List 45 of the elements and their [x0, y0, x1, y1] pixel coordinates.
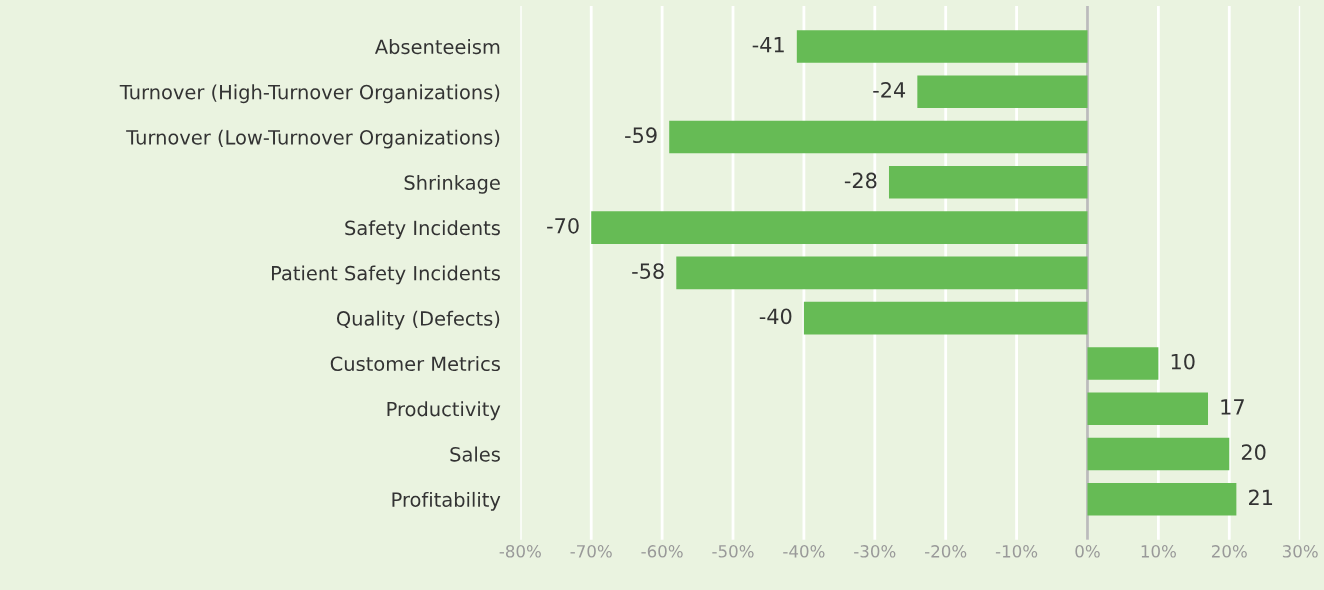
bar	[888, 166, 1088, 199]
y-tick-label: Sales	[450, 446, 500, 462]
bar	[1087, 392, 1209, 426]
data-label: -59	[625, 127, 657, 144]
y-tick-label: Safety Incidents	[345, 220, 500, 240]
x-tick-label: -50%	[712, 545, 754, 558]
x-tick-label: 10%	[1141, 545, 1176, 558]
bar	[803, 301, 1088, 335]
x-tick-label: -30%	[854, 545, 896, 558]
bar	[1087, 437, 1230, 471]
y-tick-label: Shrinkage	[404, 174, 500, 194]
x-tick-label: -40%	[783, 545, 825, 558]
bar	[669, 120, 1088, 154]
data-label: 21	[1249, 489, 1273, 506]
y-tick-label: Turnover (Low-Turnover Organizations)	[126, 129, 500, 149]
bar	[1087, 482, 1237, 516]
x-tick-label: -10%	[995, 545, 1038, 558]
data-label: -40	[759, 308, 792, 325]
y-tick-label: Absenteeism	[374, 39, 500, 55]
x-tick-label: 30%	[1282, 545, 1318, 558]
x-tick-label: 0%	[1075, 545, 1100, 558]
y-tick-label: Quality (Defects)	[336, 310, 500, 330]
x-tick-label: -60%	[641, 545, 683, 558]
data-label: 17	[1221, 399, 1244, 415]
data-label: -41	[752, 37, 784, 53]
bar	[591, 211, 1088, 244]
y-tick-label: Profitability	[392, 491, 501, 511]
y-tick-label: Productivity	[387, 401, 501, 421]
bar	[1087, 347, 1159, 380]
data-label: -28	[844, 172, 877, 189]
data-label: -24	[873, 82, 906, 98]
x-tick-label: -80%	[499, 545, 541, 558]
y-tick-label: Patient Safety Incidents	[272, 265, 500, 285]
data-label: -58	[632, 263, 664, 279]
data-label: 20	[1241, 444, 1266, 461]
data-label: -70	[547, 217, 579, 234]
x-tick-label: -20%	[924, 545, 967, 558]
data-label: 10	[1171, 353, 1195, 370]
bar	[917, 75, 1088, 109]
y-tick-label: Customer Metrics	[330, 356, 500, 372]
bar	[676, 256, 1088, 290]
x-tick-label: 20%	[1211, 545, 1247, 558]
bar	[796, 30, 1088, 63]
x-tick-label: -70%	[570, 545, 612, 558]
y-tick-label: Turnover (High-Turnover Organizations)	[119, 84, 500, 104]
